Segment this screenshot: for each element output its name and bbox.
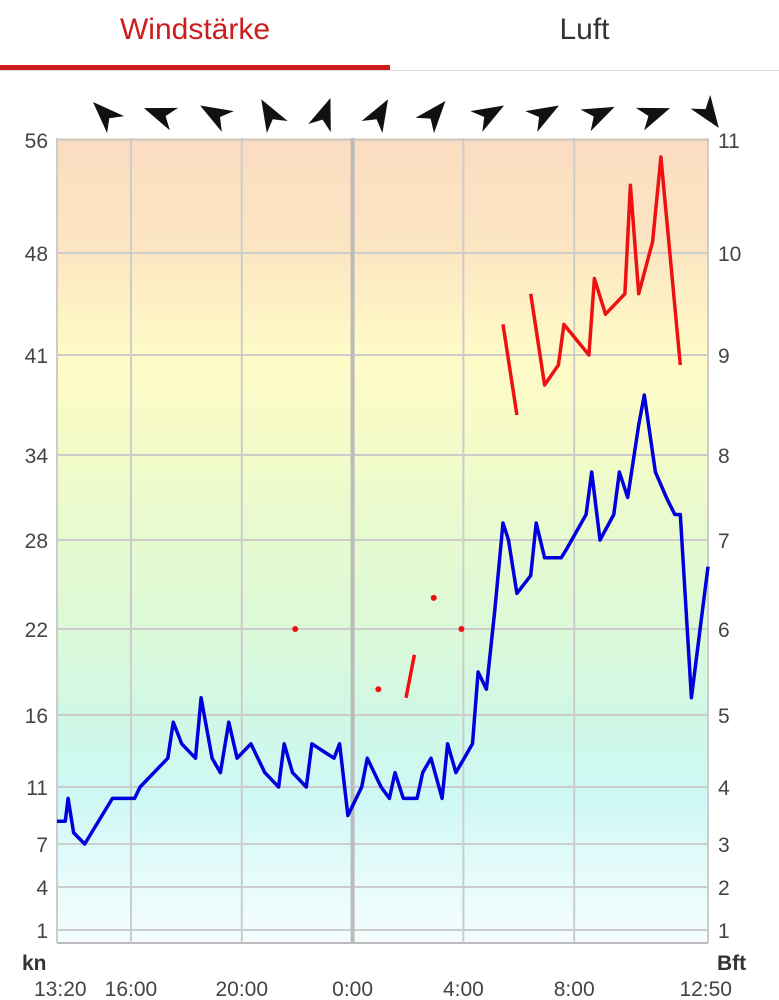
right-axis: 11 10 9 8 7 6 5 4 3 2 1 [718,130,741,943]
x-axis: 13:20 16:00 20:00 0:00 4:00 8:00 12:50 [34,978,732,1000]
grid [56,138,709,944]
wind-direction-row [92,94,719,134]
right-tick-label: 10 [718,243,741,266]
wind-direction-arrow-icon [92,101,125,134]
left-tick-label: 1 [36,920,48,943]
x-tick-label: 16:00 [105,978,158,1000]
tab-windstaerke[interactable]: Windstärke [0,0,390,70]
wind-direction-arrow-icon [308,98,331,133]
gust-point [458,626,465,632]
wind-direction-arrow-icon [261,99,288,133]
left-axis-unit: kn [22,952,47,975]
right-tick-label: 2 [718,877,730,900]
x-tick-label: 13:20 [34,978,87,1000]
plot-lines [57,155,710,846]
wind-direction-arrow-icon [635,107,671,131]
left-tick-label: 11 [26,777,48,800]
wind-direction-arrow-icon [690,94,719,128]
x-tick-label: 8:00 [554,978,595,1000]
wind-direction-arrow-icon [580,106,615,132]
left-tick-label: 4 [36,877,48,900]
wind-direction-arrow-icon [525,105,559,132]
tab-luft[interactable]: Luft [559,13,610,46]
right-tick-label: 4 [718,777,730,800]
left-tick-label: 56 [25,130,48,153]
wind-direction-arrow-icon [470,105,505,132]
right-axis-unit: Bft [717,952,746,975]
right-tick-label: 3 [718,834,730,857]
left-tick-label: 22 [25,619,48,642]
right-tick-label: 11 [718,130,740,153]
gust-point [430,594,437,601]
gust-line [501,324,519,416]
gust-point [292,626,299,632]
wind-speed-line [57,393,710,846]
gust-line [404,654,417,699]
left-tick-label: 7 [36,834,48,857]
x-tick-label: 4:00 [443,978,484,1000]
left-tick-label: 16 [25,705,48,728]
left-tick-label: 41 [25,345,48,368]
right-tick-label: 1 [718,920,730,943]
left-tick-label: 48 [25,243,48,266]
wind-direction-arrow-icon [200,105,234,132]
wind-direction-arrow-icon [143,107,179,131]
left-tick-label: 28 [25,530,48,553]
gust-line [528,155,683,387]
left-tick-label: 34 [25,445,49,468]
x-tick-label: 12:50 [679,978,732,1000]
wind-direction-arrow-icon [415,100,446,134]
tab-bar: Windstärke Luft [0,0,779,71]
right-tick-label: 7 [718,530,730,553]
wind-direction-arrow-icon [361,99,389,133]
right-tick-label: 6 [718,619,730,642]
right-tick-label: 5 [718,705,730,728]
right-tick-label: 9 [718,345,730,368]
right-tick-label: 8 [718,445,730,468]
x-tick-label: 0:00 [332,978,373,1000]
gust-point [375,686,382,693]
x-tick-label: 20:00 [215,978,268,1000]
